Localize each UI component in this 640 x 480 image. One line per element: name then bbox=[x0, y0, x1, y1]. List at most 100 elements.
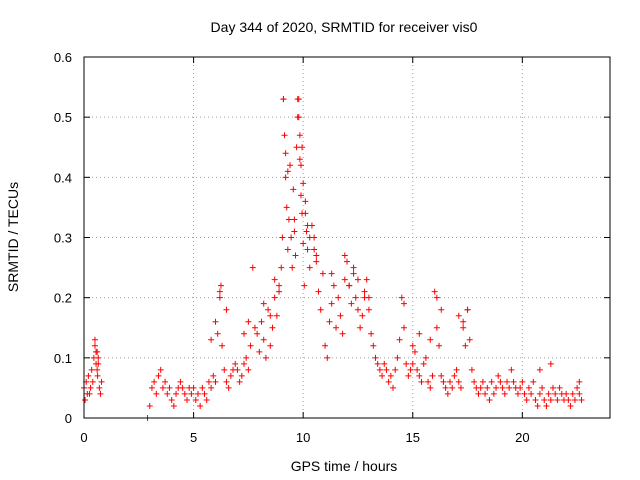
axis-ticks: 0 0.1 0.2 0.3 0.4 0.5 0.6 0 5 10 15 20 bbox=[54, 50, 610, 445]
data-point bbox=[269, 324, 276, 331]
data-point bbox=[466, 336, 473, 343]
data-point bbox=[225, 384, 232, 391]
data-point bbox=[335, 294, 342, 301]
data-point bbox=[460, 318, 467, 325]
data-point bbox=[571, 396, 578, 403]
data-point bbox=[148, 384, 155, 391]
data-point bbox=[293, 144, 300, 151]
y-tick-label: 0.2 bbox=[54, 291, 72, 306]
data-point bbox=[179, 384, 186, 391]
data-point bbox=[438, 306, 445, 313]
data-point bbox=[365, 306, 372, 313]
data-point bbox=[284, 168, 291, 175]
data-point bbox=[462, 342, 469, 349]
data-point bbox=[460, 324, 467, 331]
data-point bbox=[394, 354, 401, 361]
data-point bbox=[368, 330, 375, 337]
chart-title: Day 344 of 2020, SRMTID for receiver vis… bbox=[211, 19, 478, 35]
data-point bbox=[93, 360, 100, 367]
data-point bbox=[519, 378, 526, 385]
data-point bbox=[296, 132, 303, 139]
data-point bbox=[194, 390, 201, 397]
data-point bbox=[94, 372, 101, 379]
data-point bbox=[341, 252, 348, 259]
data-point bbox=[201, 390, 208, 397]
data-point bbox=[436, 342, 443, 349]
data-point bbox=[503, 378, 510, 385]
data-point bbox=[506, 384, 513, 391]
data-point bbox=[324, 354, 331, 361]
data-point bbox=[166, 384, 173, 391]
data-point bbox=[86, 390, 93, 397]
data-point bbox=[85, 372, 92, 379]
data-point bbox=[416, 330, 423, 337]
data-point bbox=[539, 384, 546, 391]
data-point bbox=[372, 354, 379, 361]
data-point bbox=[273, 312, 280, 319]
data-point bbox=[407, 366, 414, 373]
data-point bbox=[258, 318, 265, 325]
data-point bbox=[576, 378, 583, 385]
data-point bbox=[523, 396, 530, 403]
data-point bbox=[576, 390, 583, 397]
data-point bbox=[337, 312, 344, 319]
data-point bbox=[457, 384, 464, 391]
data-point bbox=[260, 300, 267, 307]
data-point bbox=[287, 162, 294, 169]
data-point bbox=[427, 384, 434, 391]
data-point bbox=[289, 264, 296, 271]
data-point bbox=[223, 378, 230, 385]
data-point bbox=[354, 306, 361, 313]
data-point bbox=[418, 378, 425, 385]
data-point bbox=[208, 384, 215, 391]
data-point bbox=[387, 372, 394, 379]
data-point bbox=[303, 228, 310, 235]
data-point bbox=[565, 396, 572, 403]
data-point bbox=[247, 342, 254, 349]
data-point bbox=[400, 300, 407, 307]
data-point bbox=[514, 390, 521, 397]
data-point bbox=[416, 372, 423, 379]
data-point bbox=[396, 336, 403, 343]
data-point bbox=[328, 270, 335, 277]
data-point bbox=[197, 402, 204, 409]
data-point bbox=[344, 258, 350, 265]
data-point bbox=[400, 324, 407, 331]
data-point bbox=[164, 390, 171, 397]
data-point bbox=[530, 378, 537, 385]
data-point bbox=[453, 366, 460, 373]
data-point bbox=[501, 390, 508, 397]
data-point bbox=[409, 342, 416, 349]
x-tick-label: 0 bbox=[80, 430, 87, 445]
data-point bbox=[420, 360, 427, 367]
y-tick-label: 0.3 bbox=[54, 231, 72, 246]
data-point bbox=[146, 402, 153, 409]
data-point bbox=[89, 378, 96, 385]
data-point bbox=[283, 204, 290, 211]
x-tick-label: 15 bbox=[406, 430, 420, 445]
data-point bbox=[94, 348, 101, 355]
data-point bbox=[552, 390, 559, 397]
data-point bbox=[433, 324, 440, 331]
data-point bbox=[188, 390, 195, 397]
data-point bbox=[431, 288, 438, 295]
data-point bbox=[495, 372, 502, 379]
data-point bbox=[370, 342, 377, 349]
data-point bbox=[199, 384, 206, 391]
data-point bbox=[427, 336, 434, 343]
data-point bbox=[517, 384, 524, 391]
data-point bbox=[210, 372, 217, 379]
data-point bbox=[433, 294, 440, 301]
data-point bbox=[281, 132, 288, 139]
data-point bbox=[291, 228, 298, 235]
data-point bbox=[184, 396, 191, 403]
data-point bbox=[354, 276, 361, 283]
data-point bbox=[265, 306, 272, 313]
data-point bbox=[361, 294, 368, 301]
data-point bbox=[352, 294, 359, 301]
data-point bbox=[243, 354, 250, 361]
data-point bbox=[216, 294, 223, 301]
data-point bbox=[216, 288, 223, 295]
data-point bbox=[350, 264, 357, 271]
